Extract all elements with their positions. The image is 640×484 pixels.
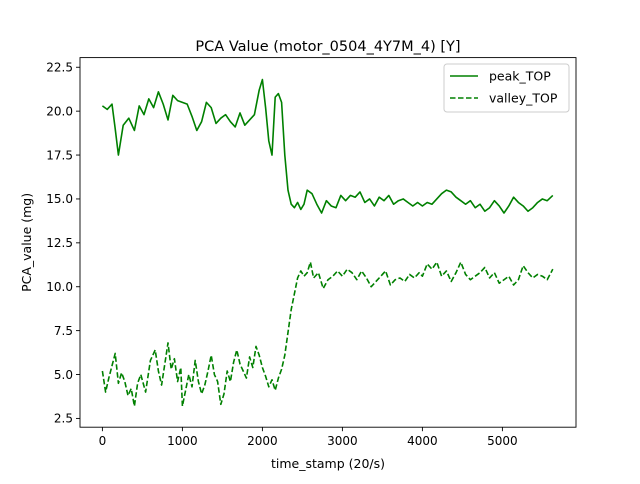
x-tick-label: 1000 <box>167 434 198 448</box>
x-tick-label: 3000 <box>327 434 358 448</box>
plot-frame <box>79 57 577 428</box>
x-tick-label: 0 <box>99 434 107 448</box>
y-tick-label: 20.0 <box>46 104 73 118</box>
x-tick-label: 2000 <box>247 434 278 448</box>
y-tick-label: 10.0 <box>46 280 73 294</box>
legend-label: peak_TOP <box>489 69 551 84</box>
y-axis-label: PCA_value (mg) <box>19 193 34 292</box>
series-line-valley-top <box>101 261 554 407</box>
series-line-peak-top <box>101 78 554 214</box>
y-tick-label: 2.5 <box>54 412 73 426</box>
y-tick-label: 5.0 <box>54 368 73 382</box>
x-tick-label: 5000 <box>487 434 518 448</box>
y-tick-label: 12.5 <box>46 236 73 250</box>
y-tick-label: 22.5 <box>46 61 73 75</box>
chart-title: PCA Value (motor_0504_4Y7M_4) [Y] <box>195 39 460 55</box>
legend: peak_TOP valley_TOP <box>443 63 570 113</box>
y-axis: 2.5 5.0 7.5 10.0 12.5 15.0 17.5 20.0 22.5 <box>46 61 80 426</box>
series-layer <box>101 78 554 407</box>
x-axis-label: time_stamp (20/s) <box>271 456 385 471</box>
plot-area <box>79 57 577 428</box>
y-tick-label: 17.5 <box>46 148 73 162</box>
x-tick-label: 4000 <box>407 434 438 448</box>
x-axis: 0 1000 2000 3000 4000 5000 <box>99 427 518 448</box>
y-tick-label: 7.5 <box>54 324 73 338</box>
legend-label: valley_TOP <box>489 91 558 106</box>
y-tick-label: 15.0 <box>46 192 73 206</box>
